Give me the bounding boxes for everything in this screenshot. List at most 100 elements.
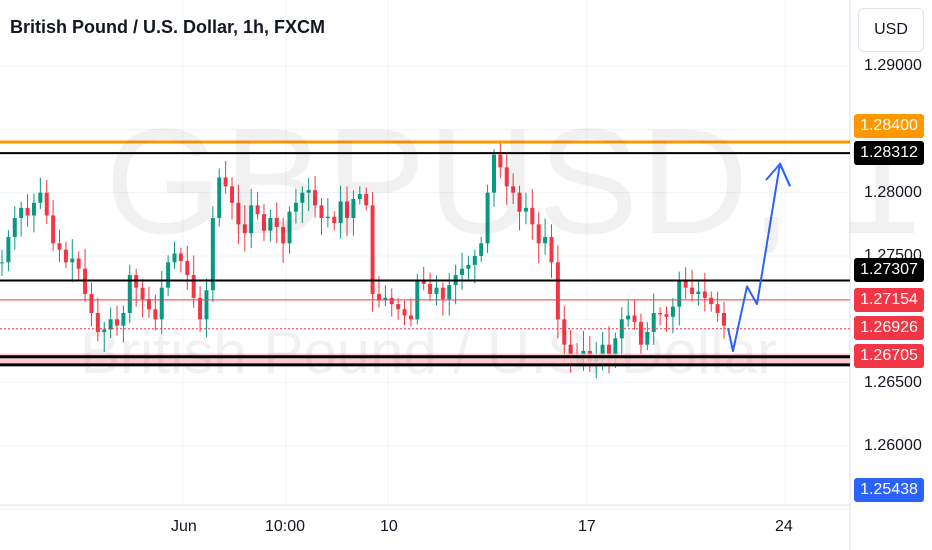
candlestick-series (0, 142, 726, 379)
price-badge-4: 1.27154 (854, 288, 924, 312)
candle-body (249, 205, 254, 234)
candle-body (319, 205, 324, 218)
candle-body (562, 319, 567, 345)
candle-body (281, 226, 286, 244)
candle-body (428, 283, 433, 294)
candle-body (51, 215, 56, 244)
candle-body (504, 167, 509, 187)
candle-body (715, 304, 720, 313)
candle-body (370, 205, 375, 294)
candle-body (325, 216, 330, 218)
candle-body (658, 313, 663, 315)
candle-body (664, 314, 669, 317)
candle-body (357, 193, 362, 199)
arrow-head (765, 163, 791, 187)
candle-body (568, 344, 573, 355)
candle-body (223, 177, 228, 187)
chart-title: British Pound / U.S. Dollar, 1h, FXCM (10, 17, 326, 37)
candle-body (364, 193, 369, 206)
candle-body (255, 205, 260, 215)
candle-body (236, 202, 241, 225)
candle-body (466, 264, 471, 269)
candle-body (261, 214, 266, 231)
candle-body (198, 297, 203, 320)
symbol-watermark: GBPUSD, 1h (105, 97, 932, 265)
candle-body (415, 281, 420, 320)
candle-body (613, 338, 618, 358)
candle-body (191, 275, 196, 298)
candle-body (95, 313, 100, 332)
price-badge-5: 1.26926 (854, 316, 924, 340)
candle-body (690, 287, 695, 294)
candle-body (383, 297, 388, 301)
candle-body (31, 202, 36, 216)
candle-body (204, 290, 209, 320)
price-badge-1: 1.28400 (854, 114, 924, 138)
price-badge-3: 1.27307 (854, 258, 924, 282)
candle-body (396, 304, 401, 310)
candle-body (440, 287, 445, 300)
price-tick: 1.26000 (864, 437, 922, 454)
candle-body (702, 291, 707, 298)
candle-body (178, 253, 183, 262)
candle-body (210, 218, 215, 291)
candle-body (108, 319, 113, 330)
candle-body (230, 186, 235, 203)
candle-body (242, 224, 247, 234)
candle-body (651, 313, 656, 332)
candle-body (351, 199, 356, 218)
candle-body (677, 281, 682, 307)
price-badge-7: 1.25438 (854, 478, 924, 502)
candle-body (447, 285, 452, 300)
price-tick: 1.26500 (864, 374, 922, 391)
candle-body (44, 192, 49, 216)
candle-body (498, 154, 503, 168)
name-watermark: British Pound / U.S. Dollar (80, 319, 777, 386)
candle-body (511, 186, 516, 193)
candle-body (696, 291, 701, 294)
candle-body (460, 268, 465, 275)
time-tick: 17 (578, 518, 596, 535)
price-badge-2: 1.28312 (854, 141, 924, 165)
candle-body (70, 258, 75, 263)
candle-body (491, 154, 496, 193)
candle-body (159, 287, 164, 320)
chart-grid (0, 0, 851, 550)
candle-body (274, 218, 279, 227)
candle-body (709, 297, 714, 305)
candle-body (293, 202, 298, 212)
candle-body (287, 211, 292, 244)
candle-body (632, 315, 637, 322)
candle-body (140, 287, 145, 300)
candle-body (6, 237, 11, 263)
candle-body (626, 315, 631, 320)
candle-body (25, 207, 30, 216)
candle-body (670, 306, 675, 317)
candle-body (76, 258, 81, 269)
time-tick: 24 (775, 518, 793, 535)
price-badge-6: 1.26705 (854, 344, 924, 368)
candle-body (115, 319, 120, 326)
candle-body (389, 297, 394, 305)
candle-body (549, 237, 554, 263)
candle-body (300, 192, 305, 203)
candle-body (722, 313, 726, 326)
candle-body (523, 207, 528, 212)
candle-body (485, 192, 490, 244)
candle-body (313, 190, 318, 206)
projection-arrow (727, 162, 791, 352)
candle-body (421, 281, 426, 284)
candle-body (434, 287, 439, 294)
price-tick: 1.29000 (864, 57, 922, 74)
candle-body (217, 177, 222, 218)
time-tick: 10 (380, 518, 398, 535)
candle-body (102, 329, 107, 332)
candle-body (600, 344, 605, 359)
candle-body (268, 218, 273, 231)
currency-button[interactable]: USD (858, 8, 924, 52)
candle-body (166, 262, 171, 288)
price-tick: 1.28000 (864, 184, 922, 201)
candle-body (63, 249, 68, 263)
candle-body (172, 253, 177, 263)
